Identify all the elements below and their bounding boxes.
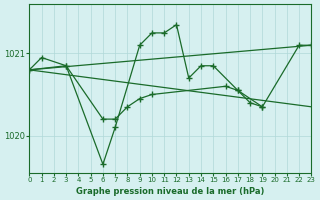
- X-axis label: Graphe pression niveau de la mer (hPa): Graphe pression niveau de la mer (hPa): [76, 187, 265, 196]
